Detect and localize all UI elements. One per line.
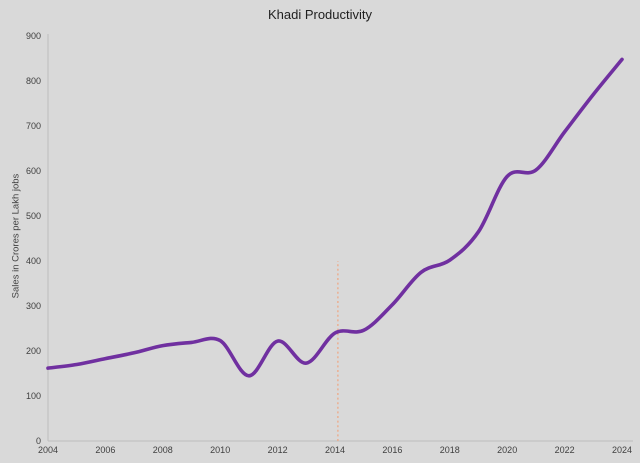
x-tick-label: 2018 xyxy=(439,445,460,455)
y-tick-label: 200 xyxy=(25,346,41,356)
y-tick-label: 300 xyxy=(25,301,41,311)
x-tick-label: 2014 xyxy=(324,445,346,455)
x-tick-label: 2010 xyxy=(210,445,231,455)
y-tick-label: 100 xyxy=(25,391,41,401)
chart-title: Khadi Productivity xyxy=(267,7,373,22)
y-tick-label: 0 xyxy=(35,436,41,446)
y-tick-label: 600 xyxy=(25,166,41,176)
x-tick-label: 2016 xyxy=(382,445,403,455)
y-tick-label: 700 xyxy=(25,121,41,131)
x-tick-label: 2022 xyxy=(554,445,575,455)
y-tick-label: 800 xyxy=(25,76,41,86)
y-tick-label: 900 xyxy=(25,31,41,41)
series-layer xyxy=(46,57,624,378)
x-tick-label: 2024 xyxy=(611,445,633,455)
x-tick-label: 2004 xyxy=(37,445,59,455)
y-tick-label: 400 xyxy=(25,256,41,266)
x-tick-label: 2012 xyxy=(267,445,288,455)
x-tick-label: 2006 xyxy=(95,445,116,455)
series-line xyxy=(46,57,624,378)
x-tick-label: 2008 xyxy=(152,445,173,455)
y-tick-label: 500 xyxy=(25,211,41,221)
x-tick-label: 2020 xyxy=(497,445,518,455)
